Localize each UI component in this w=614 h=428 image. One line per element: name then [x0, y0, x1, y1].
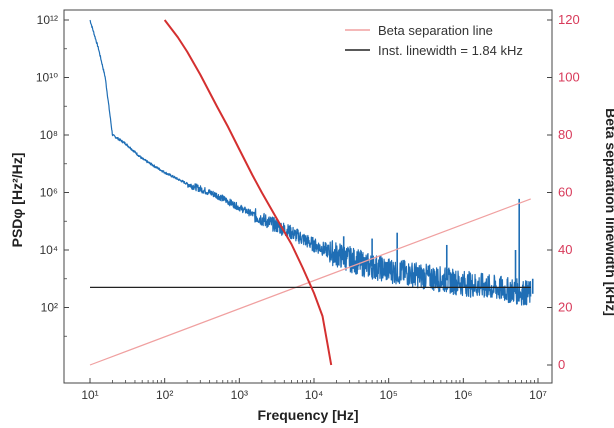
plot-frame	[63, 9, 553, 384]
x-tick-label: 10⁷	[529, 388, 547, 402]
y-right-tick-label: 0	[558, 357, 565, 372]
y-right-tick-label: 100	[558, 70, 580, 85]
x-tick-label: 10³	[231, 388, 248, 402]
x-axis-title: Frequency [Hz]	[257, 407, 358, 423]
y-left-tick-label: 10⁸	[40, 128, 58, 142]
y-left-tick-label: 10¹²	[37, 13, 58, 27]
x-tick-label: 10¹	[81, 388, 98, 402]
x-tick-label: 10⁶	[454, 388, 472, 402]
y-right-tick-label: 40	[558, 242, 572, 257]
y-axis-left: 10² 10⁴ 10⁶ 10⁸ 10¹⁰ 10¹²	[36, 13, 69, 337]
legend-label: Inst. linewidth = 1.84 kHz	[378, 43, 523, 58]
y-right-tick-label: 80	[558, 127, 572, 142]
y-right-tick-label: 20	[558, 300, 572, 315]
series-beta-linewidth	[163, 19, 333, 366]
y-right-tick-label: 120	[558, 12, 580, 27]
x-tick-label: 10⁵	[380, 388, 398, 402]
y-axis-right: 0 20 40 60 80 100 120	[547, 12, 580, 372]
x-axis: 10¹ 10² 10³ 10⁴ 10⁵ 10⁶ 10⁷	[81, 378, 547, 402]
y-left-tick-label: 10⁴	[39, 243, 58, 257]
y-axis-left-title: PSDφ [Hz²/Hz]	[9, 153, 25, 248]
y-left-tick-label: 10²	[41, 301, 58, 315]
series-psd	[89, 19, 532, 306]
legend-label: Beta separation line	[378, 23, 493, 38]
y-axis-right-title: Beta separation linewidth [kHz]	[603, 108, 614, 316]
x-tick-label: 10²	[156, 388, 173, 402]
x-tick-label: 10⁴	[305, 388, 324, 402]
series-beta-separation	[89, 198, 531, 366]
legend: Beta separation line Inst. linewidth = 1.…	[345, 23, 523, 58]
y-left-tick-label: 10⁶	[40, 186, 58, 200]
y-left-tick-label: 10¹⁰	[36, 71, 58, 85]
y-right-tick-label: 60	[558, 185, 572, 200]
series-layer	[89, 19, 534, 366]
